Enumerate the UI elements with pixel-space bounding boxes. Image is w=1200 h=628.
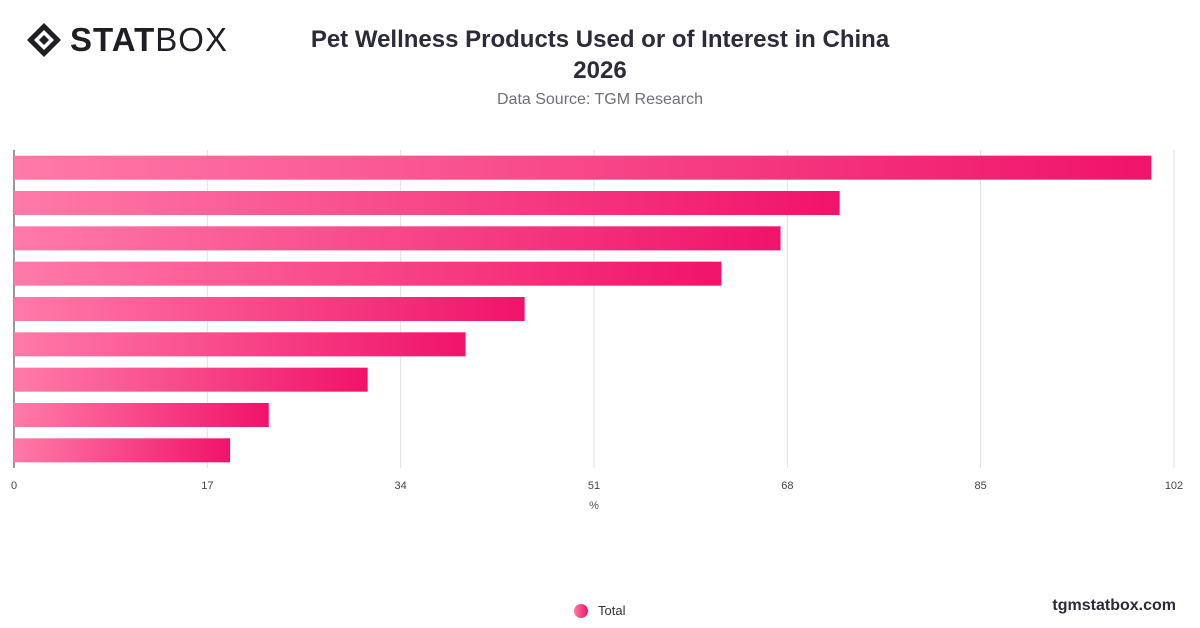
logo-text: STATBOX xyxy=(70,22,228,58)
bar xyxy=(14,296,525,322)
logo-text-bold: STAT xyxy=(70,21,156,58)
bar xyxy=(14,261,722,286)
chart-title-line2: 2026 xyxy=(573,57,627,84)
bar xyxy=(14,155,1152,180)
chart-title-line1: Pet Wellness Products Used or of Interes… xyxy=(310,26,890,53)
x-tick-label: 0 xyxy=(11,480,17,492)
bar xyxy=(14,438,231,463)
chart-subtitle: Data Source: TGM Research xyxy=(496,91,703,108)
x-tick-label: 102 xyxy=(1165,480,1183,492)
site-url[interactable]: tgmstatbox.com xyxy=(1052,597,1176,614)
bar xyxy=(14,367,368,392)
bar xyxy=(14,190,840,216)
x-tick-label: 51 xyxy=(588,480,600,492)
statbox-diamond-icon xyxy=(27,23,61,57)
bar xyxy=(14,332,466,357)
chart-legend[interactable]: Total xyxy=(574,603,625,618)
logo-text-light: BOX xyxy=(155,21,228,58)
x-tick-label: 68 xyxy=(781,480,793,492)
x-tick-label: 17 xyxy=(201,480,213,492)
legend-label: Total xyxy=(598,603,626,618)
x-axis-label: % xyxy=(589,500,599,512)
x-tick-label: 34 xyxy=(395,480,407,492)
bar xyxy=(14,402,269,428)
x-tick-label: 85 xyxy=(975,480,987,492)
brand-logo: STATBOX xyxy=(26,22,228,58)
legend-marker-icon xyxy=(574,603,588,618)
bar xyxy=(14,226,781,251)
chart-title: Pet Wellness Products Used or of Interes… xyxy=(250,24,950,86)
